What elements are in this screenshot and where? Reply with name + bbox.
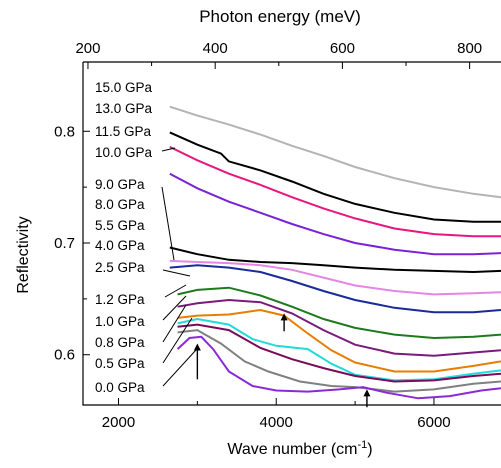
label-leader-2: [162, 269, 191, 277]
series-label-13: 0.0 GPa: [95, 380, 145, 395]
x2-tick-label-2: 600: [330, 40, 355, 57]
series-line-13: [176, 335, 501, 400]
x2-tick-label-0: 200: [75, 40, 100, 57]
series-label-5: 8.0 GPa: [95, 197, 145, 212]
label-leader-1: [161, 186, 175, 261]
series-line-9: [177, 308, 501, 373]
annotation-arrow-2: [363, 389, 371, 408]
y-tick-label-0: 0.6: [54, 347, 75, 364]
series-line-12: [177, 329, 501, 393]
label-leader-0: [161, 147, 176, 152]
series-label-0: 15.0 GPa: [95, 80, 153, 95]
series-line-3: [169, 172, 501, 256]
label-leader-4: [162, 295, 187, 321]
label-leader-3: [164, 284, 187, 298]
series-label-7: 4.0 GPa: [95, 238, 145, 253]
tick-layer: 2000 4000 6000 200 400 600 800 0.6 0.7 0.8: [54, 40, 482, 431]
series-line-2: [169, 146, 501, 238]
x-tick-label-2: 6000: [417, 414, 450, 431]
label-leader-5: [162, 304, 187, 343]
series-label-12: 0.5 GPa: [95, 356, 145, 371]
legend-labels: 15.0 GPa 13.0 GPa 11.5 GPa 10.0 GPa 9.0 GPa 8…: [95, 80, 197, 395]
x-axis-title-sup: -1: [358, 439, 368, 451]
series-layer: [169, 105, 501, 400]
series-line-6: [169, 264, 501, 314]
series-label-11: 0.8 GPa: [95, 335, 145, 350]
x-axis-title-main: Wave number (cm: [227, 441, 357, 458]
series-line-11: [177, 323, 501, 383]
x2-axis-title: Photon energy (meV): [199, 7, 361, 26]
series-label-8: 2.5 GPa: [95, 260, 145, 275]
annotation-arrow-1: [280, 313, 288, 332]
series-label-2: 11.5 GPa: [95, 124, 152, 139]
series-line-5: [169, 259, 501, 296]
x-tick-label-0: 2000: [102, 414, 135, 431]
annotation-arrow-0: [193, 343, 201, 380]
series-label-1: 13.0 GPa: [95, 101, 153, 116]
plot-frame: [82, 61, 501, 406]
series-line-10: [177, 317, 501, 382]
y-axis-title: Reflectivity: [15, 216, 32, 293]
y-tick-label-1: 0.7: [54, 235, 75, 252]
x-axis-title: Wave number (cm-1): [227, 439, 372, 458]
series-label-6: 5.5 GPa: [95, 218, 145, 233]
series-label-3: 10.0 GPa: [95, 145, 153, 160]
label-leader-7: [162, 349, 197, 387]
annotation-layer: [193, 313, 371, 408]
series-line-8: [177, 298, 501, 357]
x-tick-label-1: 4000: [260, 414, 293, 431]
series-label-10: 1.0 GPa: [95, 314, 145, 329]
axes-frame: [82, 61, 501, 406]
series-line-0: [169, 105, 501, 199]
y-tick-label-2: 0.8: [54, 123, 75, 140]
series-label-9: 1.2 GPa: [95, 292, 145, 307]
label-leader-6: [162, 317, 193, 364]
series-label-4: 9.0 GPa: [95, 177, 145, 192]
series-line-1: [169, 131, 501, 223]
series-line-7: [177, 286, 501, 340]
series-line-4: [169, 246, 501, 274]
x-axis-title-tail: ): [367, 441, 372, 458]
x2-tick-label-1: 400: [203, 40, 228, 57]
x2-tick-label-3: 800: [457, 40, 482, 57]
